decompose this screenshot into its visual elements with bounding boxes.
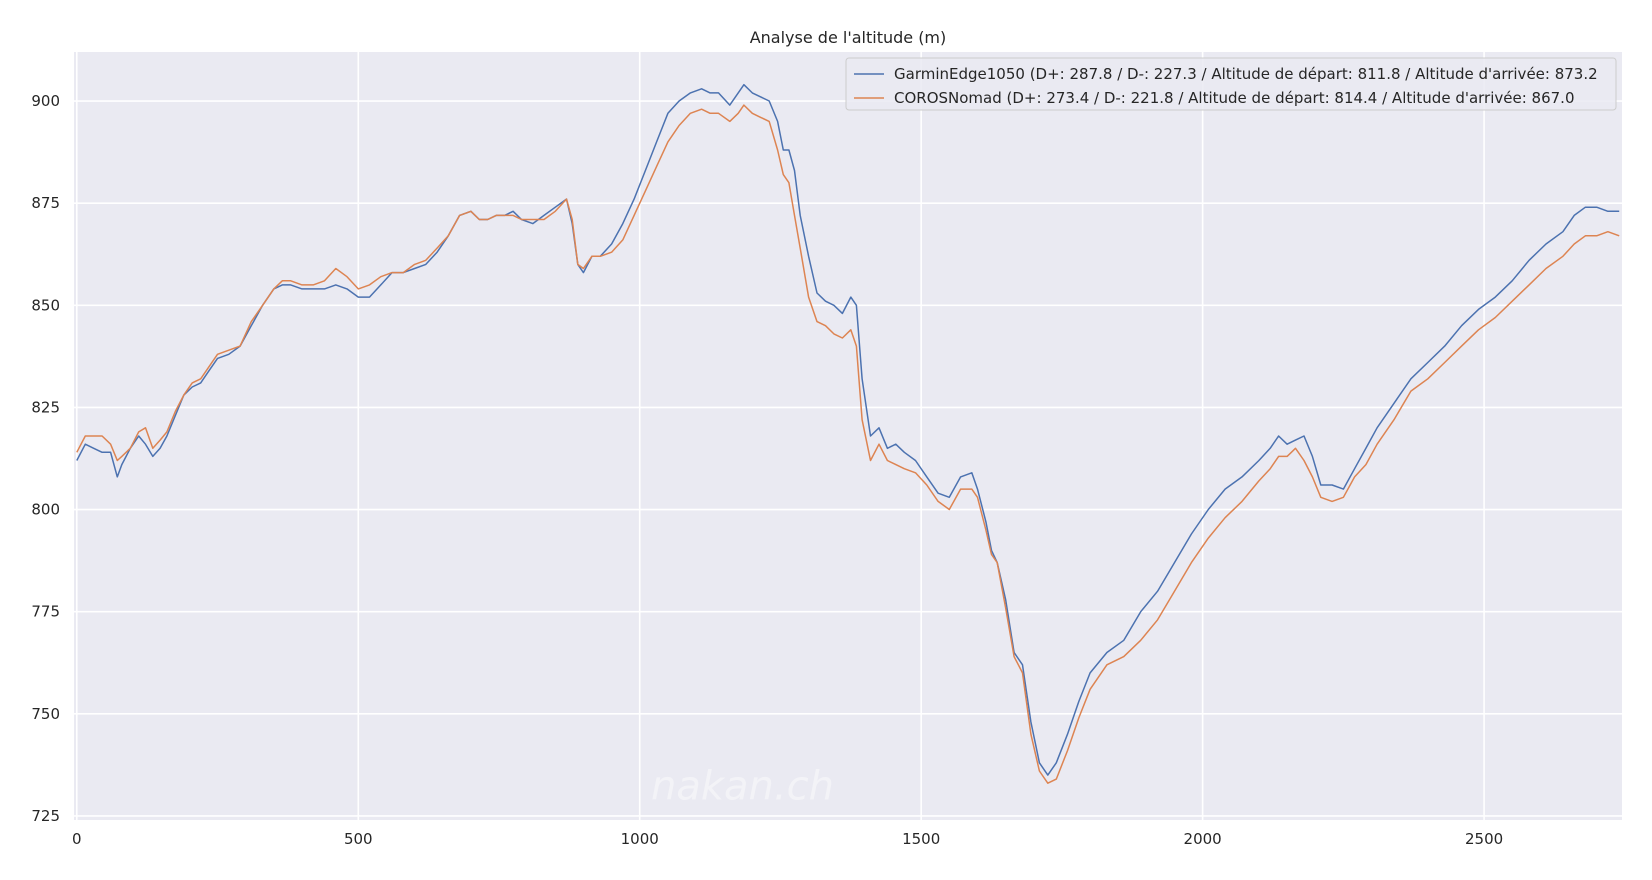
legend-label: GarminEdge1050 (D+: 287.8 / D-: 227.3 / …	[894, 65, 1598, 83]
y-axis-ticks: 725 750 775 800 825 850 875 900	[31, 92, 60, 825]
series-line-1	[76, 83, 1620, 776]
legend-label: COROSNomad (D+: 273.4 / D-: 221.8 / Alti…	[894, 89, 1575, 107]
legend-box	[845, 57, 1617, 111]
y-tick-label: 775	[31, 603, 60, 621]
x-tick-label: 500	[344, 830, 373, 848]
y-tick-label: 750	[31, 705, 60, 723]
plot-area	[74, 52, 1622, 820]
x-axis-ticks: 0 500 1000 1500 2000 2500	[72, 830, 1503, 848]
watermark-text: nakan.ch	[651, 764, 834, 810]
x-tick-label: 2000	[1184, 830, 1222, 848]
y-tick-label: 900	[31, 92, 60, 110]
y-tick-label: 825	[31, 398, 60, 416]
series-line-2	[76, 104, 1620, 784]
x-tick-label: 2500	[1465, 830, 1503, 848]
y-tick-label: 800	[31, 501, 60, 519]
legend: GarminEdge1050 (D+: 287.8 / D-: 227.3 / …	[845, 57, 1617, 111]
y-tick-label: 850	[31, 296, 60, 314]
x-tick-label: 1000	[621, 830, 659, 848]
chart-title: Analyse de l'altitude (m)	[750, 28, 947, 47]
y-tick-label: 875	[31, 194, 60, 212]
series-layer	[76, 83, 1620, 784]
x-tick-label: 0	[72, 830, 82, 848]
y-tick-label: 725	[31, 807, 60, 825]
x-tick-label: 1500	[902, 830, 940, 848]
